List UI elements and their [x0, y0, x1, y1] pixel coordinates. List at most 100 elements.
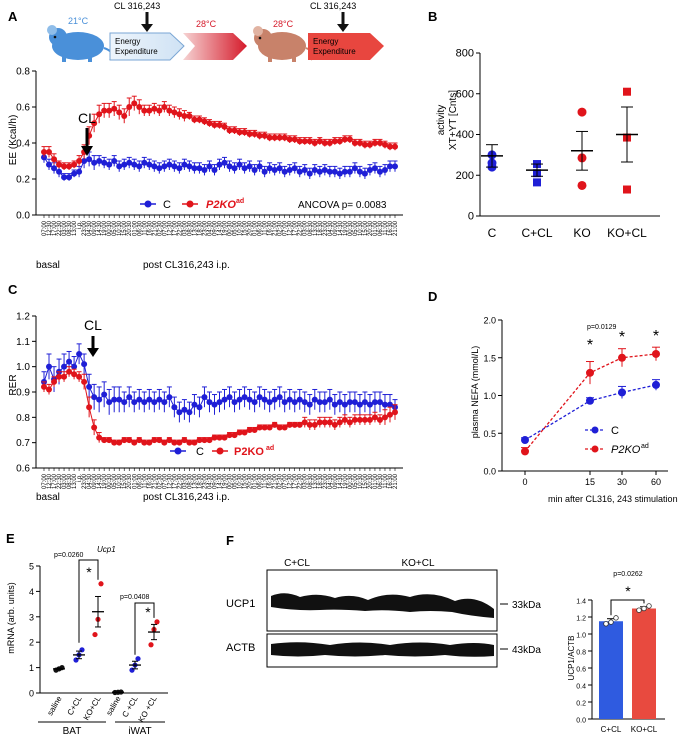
blot-group-ko: KO+CL — [401, 558, 435, 569]
d-x-tick-label: 15 — [585, 477, 595, 487]
data-point-ko — [301, 138, 308, 145]
data-point-ko — [356, 140, 363, 146]
f-y-tick-label: 0.2 — [576, 701, 586, 708]
data-point-ko — [386, 143, 393, 150]
data-point-ko — [301, 419, 308, 426]
d-data-point — [618, 388, 626, 397]
nefa-star-15: * — [587, 337, 593, 354]
data-point-ko — [226, 127, 233, 134]
x-tick-label: 16:30 — [147, 220, 153, 236]
d-y-tick-label: 1.5 — [483, 353, 496, 363]
data-point-ko — [66, 163, 73, 170]
data-point-c — [156, 396, 163, 403]
x-tick-label: 13:00 — [192, 473, 198, 489]
data-point-c — [51, 165, 58, 172]
data-point-ko — [286, 421, 293, 428]
data-point-ko — [351, 140, 358, 146]
data-point-c — [176, 165, 183, 172]
b-y-tick-label: 400 — [456, 129, 474, 141]
data-point-ko — [131, 100, 138, 107]
legend-a: C P2KO ad — [140, 198, 244, 211]
data-point-ko — [106, 437, 113, 444]
data-point-c — [221, 159, 228, 166]
ucp1-actb-star: * — [625, 583, 631, 599]
legend-d-ko-sup: ad — [641, 443, 649, 450]
data-point-c — [66, 358, 73, 365]
bat-group-label: BAT — [63, 726, 82, 737]
e-data-point — [92, 631, 98, 638]
data-point-ko — [251, 131, 258, 137]
x-tick-label: 04:30 — [328, 220, 334, 236]
bat-star: * — [86, 564, 92, 580]
c-y-tick-label: 1.1 — [16, 337, 30, 348]
x-tick-label: 00:30 — [348, 220, 354, 236]
x-tick-label: 07:00 — [162, 220, 168, 236]
data-point-ko — [196, 116, 203, 123]
data-point-c — [306, 170, 313, 177]
data-point-c — [216, 161, 223, 168]
x-tick-label: 14:30 — [218, 220, 224, 236]
data-point-c — [81, 361, 88, 368]
data-point-ko — [351, 416, 358, 423]
data-point-ko — [191, 439, 198, 446]
x-tick-label: 06:30 — [137, 473, 143, 489]
data-point-ko — [101, 107, 108, 114]
x-tick-label: 15:00 — [363, 220, 369, 236]
data-point-c — [121, 161, 128, 168]
x-tick-label: 19:00 — [343, 473, 349, 489]
b-data-point — [577, 180, 587, 190]
activity-y-label-2: XT+YT [Cnts] — [448, 90, 459, 150]
x-tick-label: 06:30 — [378, 220, 384, 236]
data-point-ko — [51, 378, 58, 385]
legend-a-ko: P2KO — [206, 199, 236, 211]
data-point-c — [91, 159, 98, 166]
energy-box-1-line2: Expenditure — [115, 47, 158, 56]
x-tick-label: 20:30 — [127, 220, 133, 236]
x-tick-label: 08:30 — [308, 220, 314, 236]
data-point-ko — [56, 161, 63, 168]
data-point-c — [226, 163, 233, 170]
b-y-tick-label: 800 — [456, 48, 474, 60]
x-tick-label: 21:00 — [152, 473, 158, 489]
western-blot: C+CL KO+CL UCP1 ACTB 33kDa 43kDa — [226, 558, 541, 668]
cl-annotation-c: CL — [84, 317, 102, 333]
data-point-c — [56, 168, 63, 175]
data-point-c — [46, 161, 53, 168]
data-point-ko — [76, 373, 83, 380]
data-point-ko — [81, 378, 88, 385]
x-tick-label: 02:30 — [278, 473, 284, 489]
data-point-c — [266, 399, 273, 406]
e-category-label: saline — [45, 694, 64, 717]
data-point-c — [271, 167, 278, 173]
x-tick-label: 15:00 — [122, 220, 128, 236]
data-point-c — [146, 161, 153, 168]
data-point-c — [276, 165, 283, 172]
data-point-c — [106, 399, 113, 406]
data-point-ko — [291, 136, 298, 143]
x-tick-label: 21:00 — [393, 220, 399, 236]
data-point-c — [156, 165, 163, 172]
f-y-tick-label: 0.0 — [576, 718, 586, 725]
data-point-c — [321, 167, 328, 173]
data-point-ko — [371, 414, 378, 421]
d-data-point — [652, 349, 660, 358]
x-tick-label: 09:00 — [212, 473, 218, 489]
data-point-ko — [136, 104, 143, 110]
x-tick-label: 21:00 — [273, 220, 279, 236]
data-point-ko — [161, 104, 168, 110]
temp-label-3: 28°C — [273, 19, 294, 29]
legend-d-c: C — [611, 425, 619, 437]
data-point-ko — [66, 368, 73, 375]
ucp1-mrna-chart: 0 1 2 3 4 5 mRNA (arb. units) Ucp1 p=0.0260 p… — [6, 545, 168, 737]
e-category-label: C+CL — [66, 694, 84, 717]
data-point-ko — [216, 122, 223, 128]
x-tick-label: 19:00 — [223, 220, 229, 236]
x-tick-label: 05:00 — [233, 220, 239, 236]
blot-size-43: 43kDa — [512, 645, 541, 656]
temp-label-1: 21°C — [68, 16, 89, 26]
x-tick-label: 13:00 — [192, 220, 198, 236]
e-y-tick-label: 1 — [29, 663, 34, 673]
cl-annotation-a: CL — [78, 110, 96, 126]
f-bar — [632, 608, 656, 719]
x-tick-label: 15:00 — [363, 473, 369, 489]
